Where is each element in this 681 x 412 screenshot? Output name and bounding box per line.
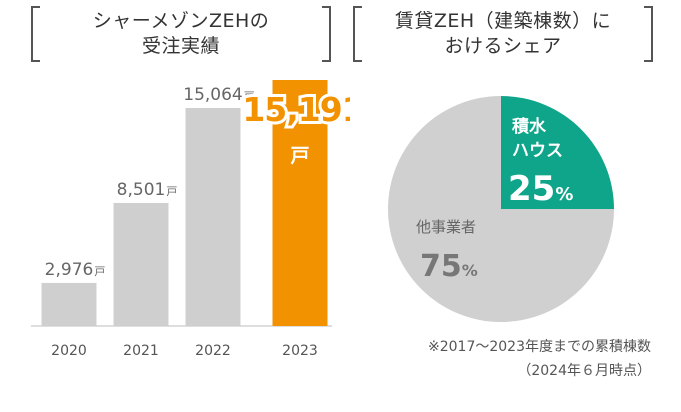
- slice-percent-label: 25%: [508, 169, 573, 209]
- slice-label: 積水: [512, 116, 547, 137]
- highlight-unit-label: 戸: [290, 145, 309, 167]
- bar-chart-title: シャーメゾンZEHの 受注実績: [31, 9, 331, 59]
- pie-slice-sekisui-house: [501, 96, 614, 209]
- x-tick-label: 2023: [282, 343, 318, 359]
- bar-2022: [185, 108, 241, 326]
- pie-chart-title: 賃貸ZEH（建築棟数）に おけるシェア: [353, 9, 653, 59]
- bar-chart: 2020 2,976戸 2021 8,501戸 2022 15,064戸 2023 15,19…: [31, 80, 350, 359]
- x-tick-label: 2021: [123, 343, 159, 359]
- right-bracket: [322, 6, 331, 62]
- footnote-line1: ※2017〜2023年度までの累積棟数: [428, 339, 651, 355]
- slice-percent-label: 75%: [420, 249, 478, 284]
- x-tick-label: 2020: [51, 343, 87, 359]
- left-bracket: [31, 6, 40, 62]
- left-title-box: シャーメゾンZEHの 受注実績: [31, 6, 331, 62]
- bar-2020: [41, 282, 97, 326]
- bar-chart-title-line2: 受注実績: [141, 35, 220, 57]
- bar-2023: [272, 80, 328, 326]
- right-title-box: 賃貸ZEH（建築棟数）に おけるシェア: [353, 6, 653, 62]
- bar-2021: [113, 202, 169, 326]
- data-label: 8,501戸: [117, 180, 178, 200]
- right-bracket: [644, 6, 653, 62]
- highlight-data-label: 15,191: [242, 90, 350, 129]
- left-bracket: [353, 6, 362, 62]
- pie-chart-title-line1: 賃貸ZEH（建築棟数）に: [394, 10, 612, 32]
- data-label: 15,064戸: [183, 85, 254, 105]
- slice-label: ハウス: [512, 141, 563, 161]
- data-label: 2,976戸: [45, 260, 106, 280]
- bar-chart-title-line1: シャーメゾンZEHの: [92, 10, 270, 32]
- footnote-line2: （2024年６月時点）: [517, 363, 651, 379]
- x-tick-label: 2022: [195, 343, 231, 359]
- slice-label: 他事業者: [416, 218, 476, 236]
- pie-chart-title-line2: おけるシェア: [444, 35, 562, 57]
- footnote: ※2017〜2023年度までの累積棟数 （2024年６月時点）: [428, 336, 651, 380]
- pie-slice-other-companies: [388, 96, 614, 322]
